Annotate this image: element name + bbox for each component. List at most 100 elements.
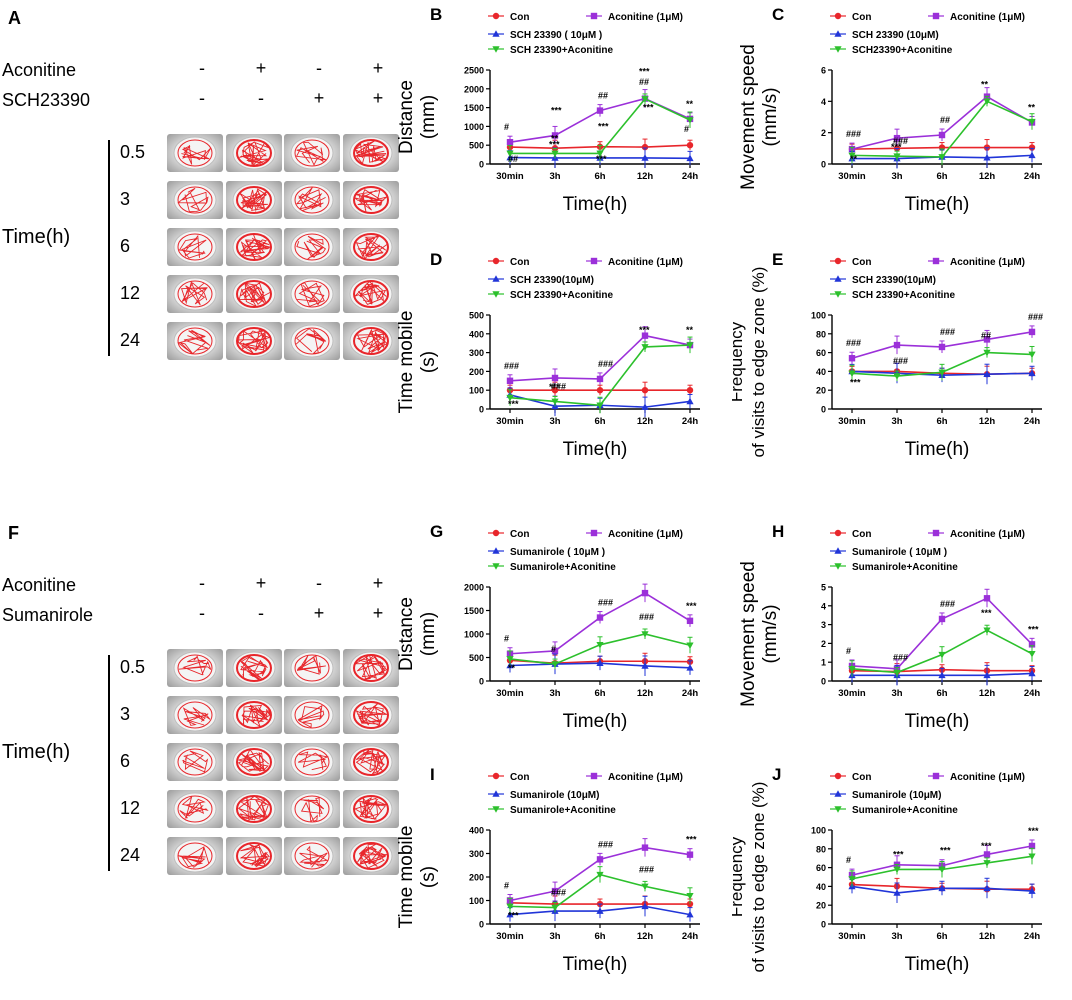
y-tick-label: 500	[469, 141, 484, 151]
y-tick-label: 0	[479, 405, 484, 415]
y-tick-label: 2	[821, 639, 826, 649]
y-tick-label: 0	[821, 160, 826, 170]
time-point-label: 3	[120, 189, 131, 209]
data-point	[596, 107, 604, 114]
data-point	[596, 387, 604, 394]
data-point	[686, 617, 694, 625]
significance-mark: ***	[598, 121, 609, 131]
data-point	[686, 397, 694, 405]
y-axis-title: Time mobile(s)	[396, 311, 439, 414]
chart-h: H Con Aconitine (1μM)Sumanirole ( 10μM ) Su…	[738, 522, 1042, 732]
y-tick-label: 80	[816, 329, 826, 339]
legend-marker	[834, 547, 842, 554]
legend-label: Sumanirole+Aconitine	[510, 805, 616, 816]
panel-letter-g: G	[430, 522, 443, 541]
data-point	[641, 883, 649, 891]
time-point-label: 24	[120, 845, 141, 865]
data-point	[596, 907, 604, 914]
significance-mark: #	[551, 644, 556, 654]
data-point	[983, 98, 991, 106]
legend-marker	[834, 790, 842, 797]
panel-letter-d: D	[430, 250, 442, 269]
data-point	[641, 332, 649, 339]
y-tick-label: 300	[469, 849, 484, 859]
significance-mark: ***	[1028, 624, 1039, 634]
x-tick-label: 6h	[594, 171, 605, 182]
series-3	[506, 866, 694, 915]
data-point	[551, 398, 559, 406]
data-point	[551, 387, 559, 394]
series-3	[506, 93, 694, 162]
trajectory-image	[167, 181, 223, 219]
data-point	[848, 355, 856, 362]
data-point	[596, 659, 604, 666]
x-tick-label: 12h	[637, 688, 654, 699]
significance-mark: ###	[639, 612, 654, 622]
legend-entry: SCH 23390+Aconitine	[488, 45, 614, 56]
legend-marker	[492, 275, 500, 282]
series-1	[848, 325, 1036, 365]
legend-entry: Aconitine (1μM)	[928, 772, 1025, 783]
condition-sign: +	[313, 88, 325, 108]
data-point	[1028, 328, 1036, 336]
x-tick-label: 30min	[838, 416, 866, 427]
condition-sign: -	[199, 88, 205, 108]
chart-i: I Con Aconitine (1μM) Sumanirole (10μM) Suma…	[396, 765, 700, 975]
x-tick-label: 12h	[979, 171, 996, 182]
legend-entry: Sumanirole+Aconitine	[488, 805, 616, 816]
data-point	[641, 143, 649, 151]
data-point	[938, 866, 946, 874]
significance-mark: ***	[549, 382, 560, 392]
legend-entry: SCH 23390(10μM)	[488, 275, 594, 286]
legend-marker	[492, 547, 500, 554]
condition-sign: -	[199, 58, 205, 78]
legend-label: Sumanirole (10μM)	[852, 790, 941, 801]
significance-mark: **	[686, 325, 694, 335]
y-tick-label: 2500	[464, 66, 484, 76]
y-tick-label: 0	[821, 405, 826, 415]
data-point	[686, 900, 694, 908]
significance-mark: **	[551, 133, 559, 143]
x-tick-label: 30min	[496, 416, 524, 427]
data-point	[983, 595, 991, 602]
chart-d: D Con Aconitine (1μM) SCH 23390(10μM) SCH 23…	[396, 250, 700, 460]
series-3	[848, 345, 1036, 382]
x-axis-title: Time(h)	[563, 711, 628, 732]
panel-letter-f: F	[8, 523, 19, 543]
legend-marker	[834, 46, 842, 53]
data-point	[641, 154, 649, 161]
x-tick-label: 24h	[682, 688, 699, 699]
x-tick-label: 30min	[838, 931, 866, 942]
significance-mark: ###	[846, 338, 861, 348]
legend-entry: Sumanirole ( 10μM )	[830, 547, 947, 558]
legend-marker	[834, 563, 842, 570]
panel-letter-i: I	[430, 765, 435, 784]
trajectory-image	[284, 228, 340, 266]
series-3	[506, 336, 694, 414]
time-point-label: 0.5	[120, 142, 146, 162]
chart-j: J Con Aconitine (1μM) Sumanirole (10μM) Suma…	[732, 765, 1042, 975]
legend-marker	[834, 291, 842, 298]
data-point	[938, 131, 946, 139]
data-point	[686, 142, 694, 149]
series-2	[506, 895, 694, 922]
series-1	[506, 326, 694, 387]
legend-label: SCH 23390+Aconitine	[510, 290, 614, 301]
trajectory-image	[284, 322, 340, 360]
time-point-label: 0.5	[120, 657, 146, 677]
trajectory-image	[167, 228, 223, 266]
data-point	[686, 117, 694, 124]
legend-marker	[590, 529, 598, 537]
significance-mark: ***	[940, 846, 951, 856]
data-point	[1028, 887, 1036, 894]
y-tick-label: 5	[821, 583, 826, 593]
y-tick-label: 500	[469, 311, 484, 321]
data-point	[641, 589, 649, 597]
series-3	[506, 628, 694, 670]
significance-mark: #	[846, 646, 851, 656]
data-point	[596, 856, 604, 863]
legend-entry: Aconitine (1μM)	[928, 257, 1025, 268]
legend-label: Sumanirole ( 10μM )	[510, 547, 605, 558]
legend-entry: Con	[488, 772, 529, 783]
data-point	[596, 614, 604, 621]
